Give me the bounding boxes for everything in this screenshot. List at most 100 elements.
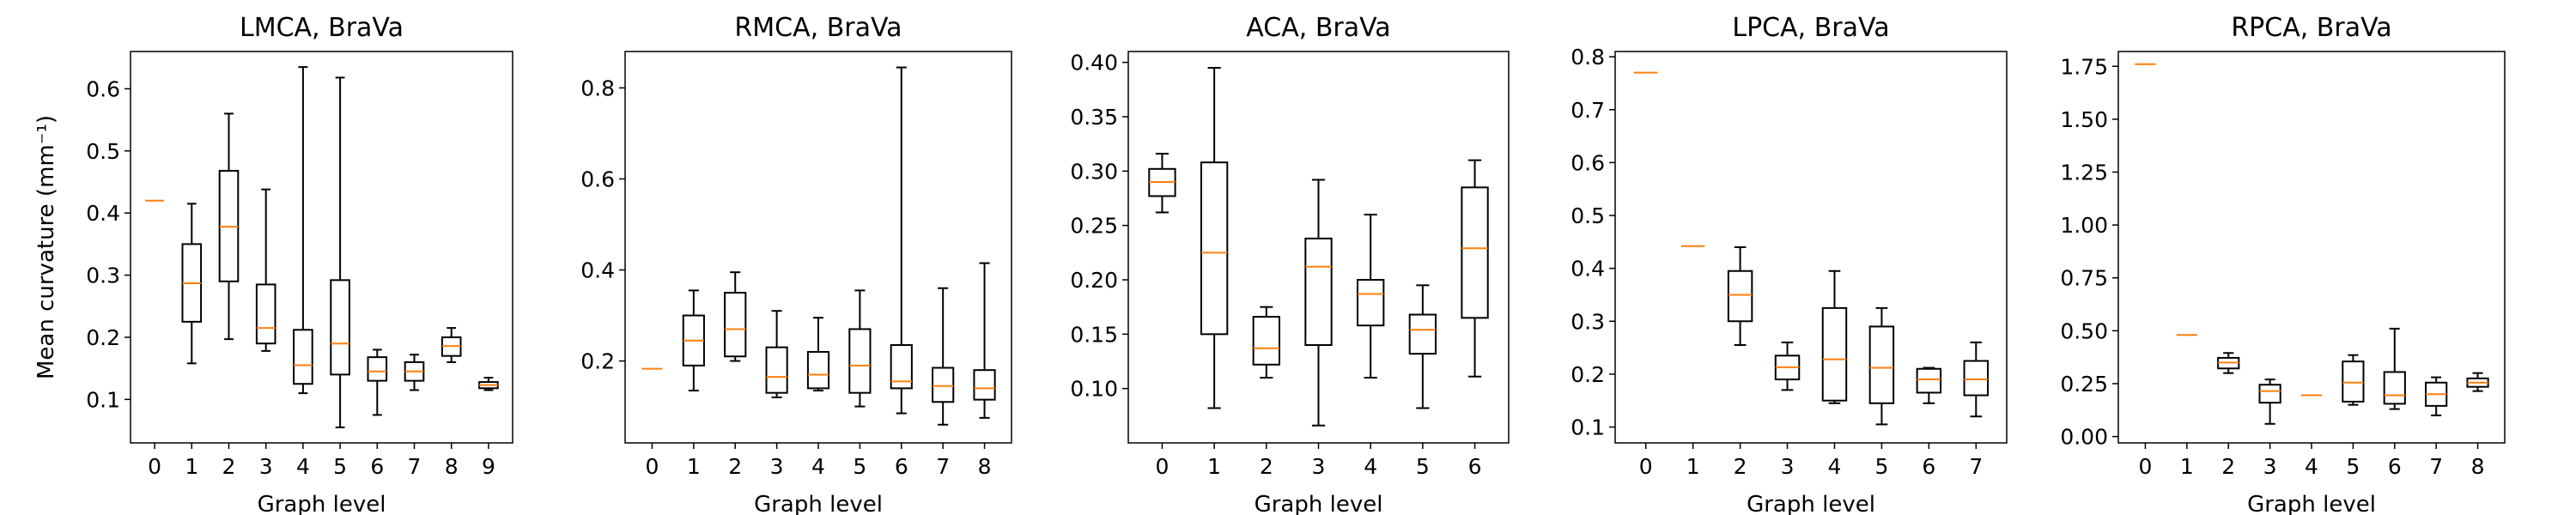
box-2: [218, 112, 240, 341]
y-tick-label: 0.6: [580, 167, 615, 191]
panel-2: ACA, BraVa Graph level 0.10 0.15 0.20 0.25 0.3…: [1070, 13, 1510, 515]
panel-title: ACA, BraVa: [1246, 13, 1390, 43]
x-tick-label: 6: [895, 454, 908, 479]
iqr-box: [330, 279, 350, 376]
y-tick-label: 0.40: [1070, 51, 1118, 76]
x-axis-label: Graph level: [258, 492, 386, 515]
iqr-box: [765, 346, 788, 394]
x-axis-label: Graph level: [754, 492, 883, 515]
y-tick-label: 0.5: [86, 139, 120, 164]
iqr-box: [932, 367, 955, 403]
y-tick-label: 0.8: [1571, 45, 1605, 70]
iqr-box: [724, 292, 747, 358]
axes-frame: [1127, 51, 1510, 444]
y-tick-label: 0.6: [86, 76, 120, 101]
x-tick-label: 3: [1781, 454, 1795, 479]
box-1: [181, 203, 203, 365]
x-tick-label: 6: [1922, 454, 1935, 479]
y-tick-label: 0.2: [86, 325, 120, 350]
y-tick-label: 1.75: [2060, 54, 2108, 79]
box-2: [1252, 306, 1280, 379]
y-tick-label: 0.15: [1070, 322, 1118, 347]
box-3: [765, 310, 788, 398]
x-tick-label: 4: [811, 454, 825, 479]
panel-title: LPCA, BraVa: [1732, 13, 1889, 43]
x-tick-label: 6: [1468, 454, 1482, 479]
x-axis-label: Graph level: [2247, 492, 2376, 515]
iqr-box: [255, 283, 276, 345]
iqr-box: [1357, 279, 1385, 327]
x-axis-label: Graph level: [1255, 492, 1383, 515]
x-tick-label: 2: [222, 454, 236, 479]
iqr-box: [1963, 360, 1990, 397]
box-3: [1774, 341, 1801, 391]
y-axis-label: Mean curvature (mm⁻¹): [33, 115, 59, 379]
iqr-box: [890, 344, 913, 390]
y-tick-label: 0.2: [580, 349, 615, 374]
box-7: [932, 287, 955, 426]
y-tick-label: 1.25: [2060, 160, 2108, 185]
x-tick-label: 2: [1260, 454, 1273, 479]
box-6: [890, 66, 913, 415]
y-tick-label: 1.50: [2060, 107, 2108, 132]
iqr-box: [367, 356, 388, 382]
box-9: [478, 377, 499, 391]
x-tick-label: 7: [936, 454, 950, 479]
panel-title: LMCA, BraVa: [240, 13, 404, 43]
iqr-box: [806, 350, 830, 390]
x-tick-label: 8: [445, 454, 459, 479]
x-tick-label: 0: [1155, 454, 1169, 479]
x-tick-label: 1: [1207, 454, 1221, 479]
box-0: [1148, 153, 1176, 214]
x-tick-label: 5: [1416, 454, 1430, 479]
box-7: [2425, 376, 2448, 416]
box-4: [293, 66, 313, 395]
panel-0: LMCA, BraVa Graph level 0.1 0.2 0.3 0.4 0.5 0.6…: [86, 13, 513, 515]
y-tick-label: 0.4: [580, 258, 615, 283]
y-tick-label: 0.30: [1070, 159, 1118, 184]
x-tick-label: 8: [2471, 454, 2485, 479]
box-2: [2217, 352, 2240, 374]
x-tick-label: 0: [2138, 454, 2152, 479]
box-5: [2342, 354, 2365, 406]
box-5: [1408, 284, 1437, 409]
x-tick-label: 0: [1639, 454, 1653, 479]
x-tick-label: 2: [2221, 454, 2235, 479]
y-tick-label: 0.7: [1571, 98, 1605, 123]
iqr-box: [1821, 306, 1848, 402]
box-6: [1916, 367, 1942, 404]
box-4: [806, 317, 830, 392]
iqr-box: [2342, 360, 2365, 403]
y-tick-label: 0.75: [2060, 266, 2108, 291]
axes-frame: [624, 51, 1012, 444]
axes-frame: [130, 51, 513, 444]
x-tick-label: 3: [2263, 454, 2277, 479]
y-tick-label: 0.8: [580, 76, 615, 100]
x-tick-label: 0: [148, 454, 161, 479]
x-tick-label: 9: [482, 454, 495, 479]
box-1: [682, 289, 705, 392]
y-tick-label: 0.6: [1571, 150, 1605, 175]
box-3: [2258, 379, 2281, 425]
y-tick-label: 1.00: [2060, 213, 2108, 238]
iqr-box: [1916, 367, 1942, 394]
box-7: [1963, 341, 1990, 418]
x-tick-label: 5: [853, 454, 866, 479]
iqr-box: [1408, 313, 1437, 355]
y-tick-label: 0.5: [1571, 203, 1605, 228]
y-tick-label: 0.4: [86, 201, 120, 226]
x-tick-label: 2: [1734, 454, 1747, 479]
x-axis-label: Graph level: [1747, 492, 1875, 515]
axes-frame: [2117, 51, 2506, 444]
box-8: [440, 327, 462, 363]
iqr-box: [1868, 325, 1895, 404]
panel-title: RMCA, BraVa: [734, 13, 902, 43]
x-tick-label: 4: [2305, 454, 2318, 479]
box-7: [404, 354, 425, 391]
x-tick-label: 0: [645, 454, 659, 479]
y-tick-label: 0.10: [1070, 377, 1118, 402]
x-tick-label: 3: [770, 454, 784, 479]
axes-frame: [1614, 51, 2008, 444]
iqr-box: [848, 328, 872, 394]
